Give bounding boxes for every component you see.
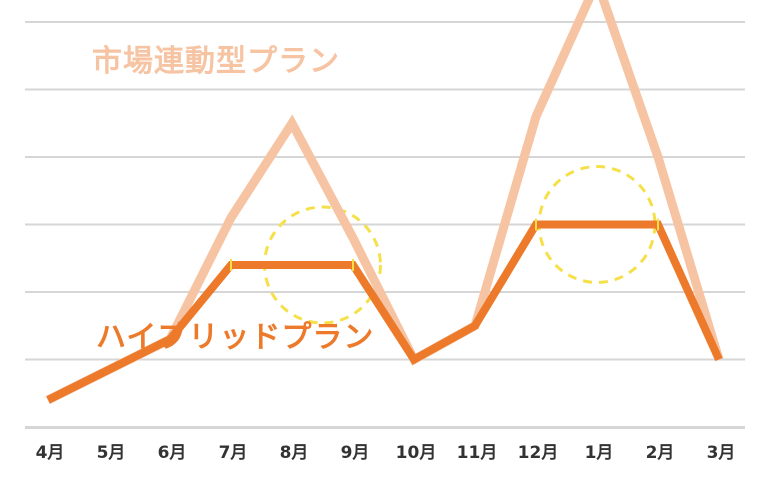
- x-tick-label: 3月: [707, 443, 736, 463]
- x-tick-label: 12月: [518, 443, 559, 463]
- x-tick-label: 11月: [457, 443, 498, 463]
- x-tick-label: 2月: [646, 443, 675, 463]
- x-tick-label: 8月: [280, 443, 309, 463]
- x-tick-label: 9月: [341, 443, 370, 463]
- x-tick-label: 4月: [36, 443, 65, 463]
- x-tick-label: 10月: [396, 443, 437, 463]
- series-label-market-linked-plan: 市場連動型プラン: [92, 44, 340, 79]
- x-tick-label: 1月: [585, 443, 614, 463]
- x-tick-label: 6月: [158, 443, 187, 463]
- series-line-hybrid-plan: [46, 220, 723, 404]
- x-tick-label: 5月: [97, 443, 126, 463]
- series-label-hybrid-plan: ハイブリッドプラン: [96, 320, 375, 355]
- x-tick-label: 7月: [219, 443, 248, 463]
